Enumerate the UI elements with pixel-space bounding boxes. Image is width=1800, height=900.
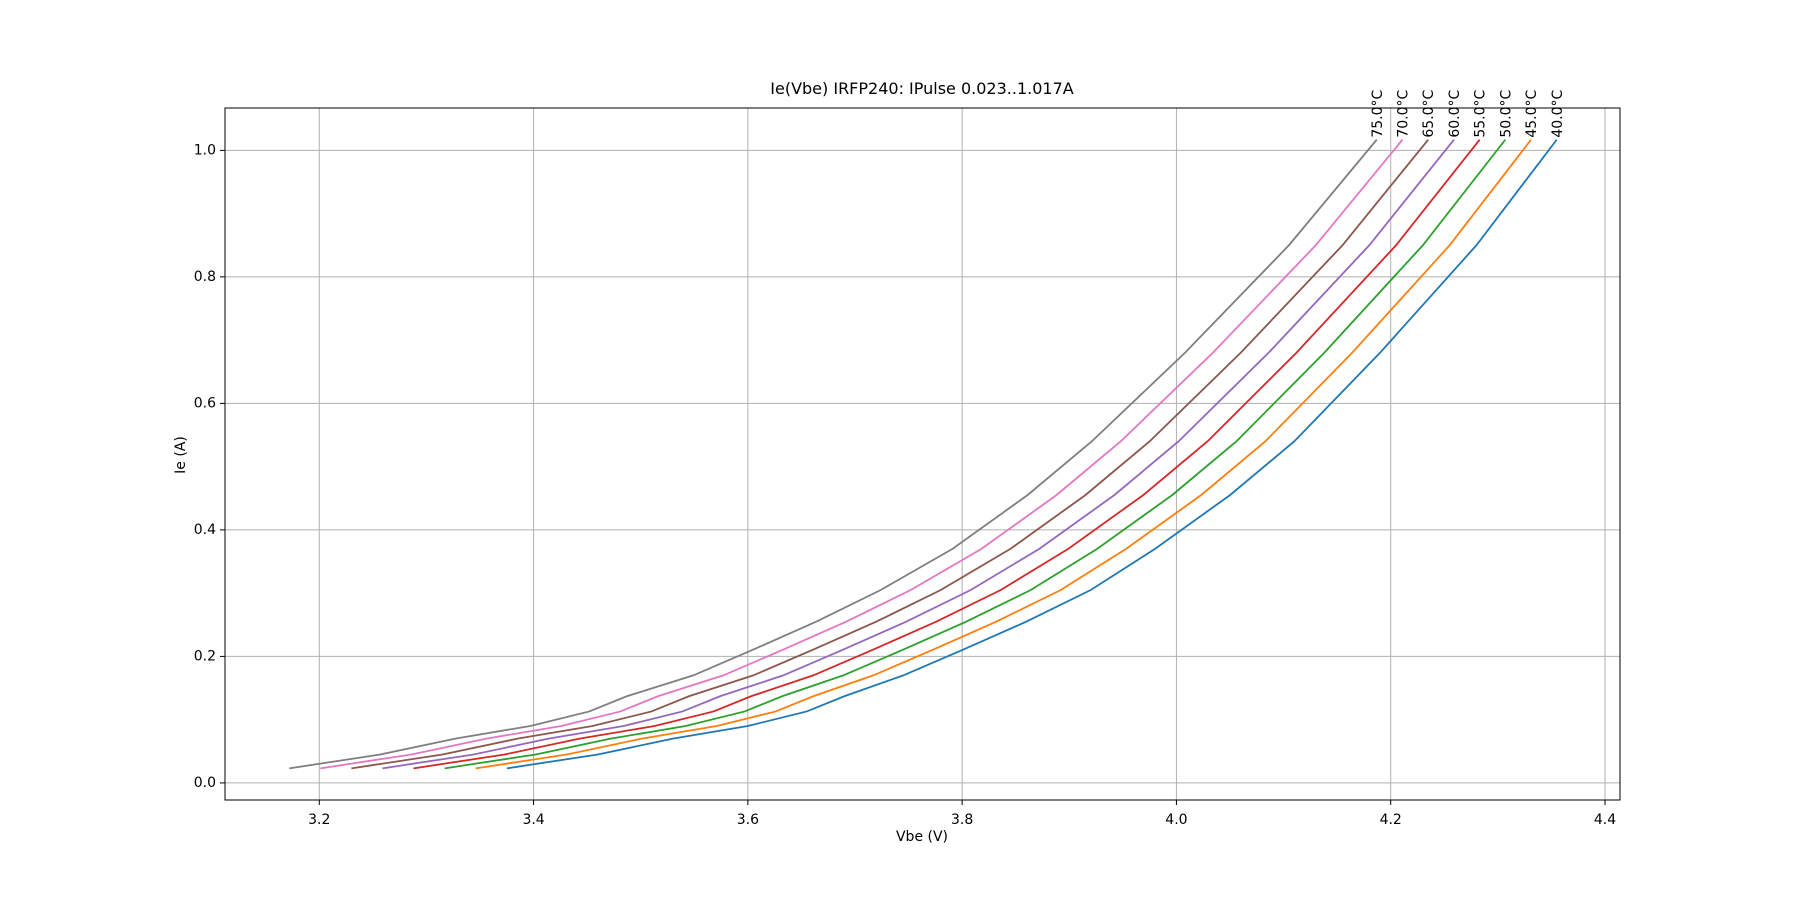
- series-label: 50.0°C: [1498, 89, 1514, 137]
- series-line: [320, 139, 1404, 770]
- y-tick-label: 0.8: [194, 269, 216, 285]
- plot-frame: [224, 107, 1621, 801]
- x-tick-label: 4.4: [1594, 812, 1616, 828]
- series-label: 75.0°C: [1370, 89, 1386, 137]
- series-label: 55.0°C: [1473, 89, 1489, 137]
- series-line: [444, 139, 1507, 770]
- y-tick-label: 0.2: [194, 648, 216, 664]
- series-line: [475, 139, 1532, 770]
- series-line: [382, 139, 1455, 770]
- x-tick-label: 3.8: [951, 812, 973, 828]
- x-tick-label: 3.6: [737, 812, 759, 828]
- series-label: 70.0°C: [1396, 89, 1412, 137]
- x-tick-label: 3.4: [522, 812, 544, 828]
- series-line: [351, 139, 1429, 770]
- series-line: [413, 139, 1481, 770]
- series-label: 60.0°C: [1447, 89, 1463, 137]
- x-tick-label: 3.2: [308, 812, 330, 828]
- x-axis-label: Vbe (V): [896, 829, 948, 845]
- y-tick-label: 1.0: [194, 142, 216, 158]
- y-tick-label: 0.4: [194, 522, 216, 538]
- series-label: 45.0°C: [1524, 89, 1540, 137]
- y-axis-label: Ie (A): [173, 436, 189, 474]
- series-line: [506, 139, 1558, 770]
- x-tick-label: 4.0: [1165, 812, 1187, 828]
- y-tick-label: 0.0: [194, 775, 216, 791]
- series-line: [289, 139, 1378, 770]
- chart-title: Ie(Vbe) IRFP240: IPulse 0.023..1.017A: [770, 79, 1074, 98]
- x-tick-label: 4.2: [1380, 812, 1402, 828]
- series-label: 40.0°C: [1550, 89, 1566, 137]
- series-label: 65.0°C: [1421, 89, 1437, 137]
- y-tick-label: 0.6: [194, 395, 216, 411]
